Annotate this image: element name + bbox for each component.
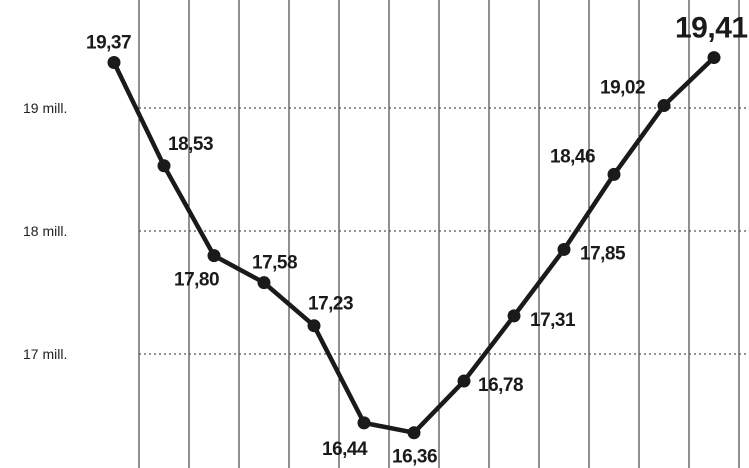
- data-label: 17,31: [530, 310, 576, 331]
- data-label: 17,80: [174, 270, 219, 291]
- data-label: 17,85: [580, 243, 626, 264]
- data-label: 19,37: [86, 32, 131, 53]
- data-point: [407, 426, 421, 440]
- data-labels: 19,37 18,53 17,80 17,58 17,23 16,44 16,36 16,78…: [86, 12, 748, 468]
- data-point: [557, 242, 571, 256]
- data-point: [657, 99, 671, 113]
- data-point: [307, 319, 321, 333]
- series: [107, 51, 721, 440]
- data-label: 16,44: [322, 439, 368, 460]
- data-label: 19,41: [675, 12, 748, 45]
- data-point: [357, 416, 371, 430]
- y-tick-label: 17 mill.: [23, 346, 67, 362]
- data-point: [107, 55, 121, 69]
- data-label: 16,36: [392, 447, 437, 468]
- data-label: 19,02: [600, 78, 645, 99]
- horizontal-gridlines: [139, 107, 749, 355]
- data-label: 18,46: [550, 146, 595, 167]
- data-point: [257, 276, 271, 290]
- vertical-gridlines: [138, 0, 740, 468]
- data-point: [207, 249, 221, 263]
- y-tick-label: 18 mill.: [23, 223, 67, 239]
- data-label: 17,58: [252, 253, 297, 274]
- data-label: 17,23: [308, 294, 353, 315]
- data-point: [457, 374, 471, 388]
- data-point: [507, 309, 521, 323]
- data-point: [707, 51, 721, 65]
- data-point: [157, 159, 171, 173]
- data-label: 18,53: [168, 134, 213, 155]
- y-axis-tick-labels: 19 mill. 18 mill. 17 mill.: [23, 100, 67, 362]
- data-label: 16,78: [478, 375, 523, 396]
- data-point: [607, 167, 621, 181]
- y-tick-label: 19 mill.: [23, 100, 67, 116]
